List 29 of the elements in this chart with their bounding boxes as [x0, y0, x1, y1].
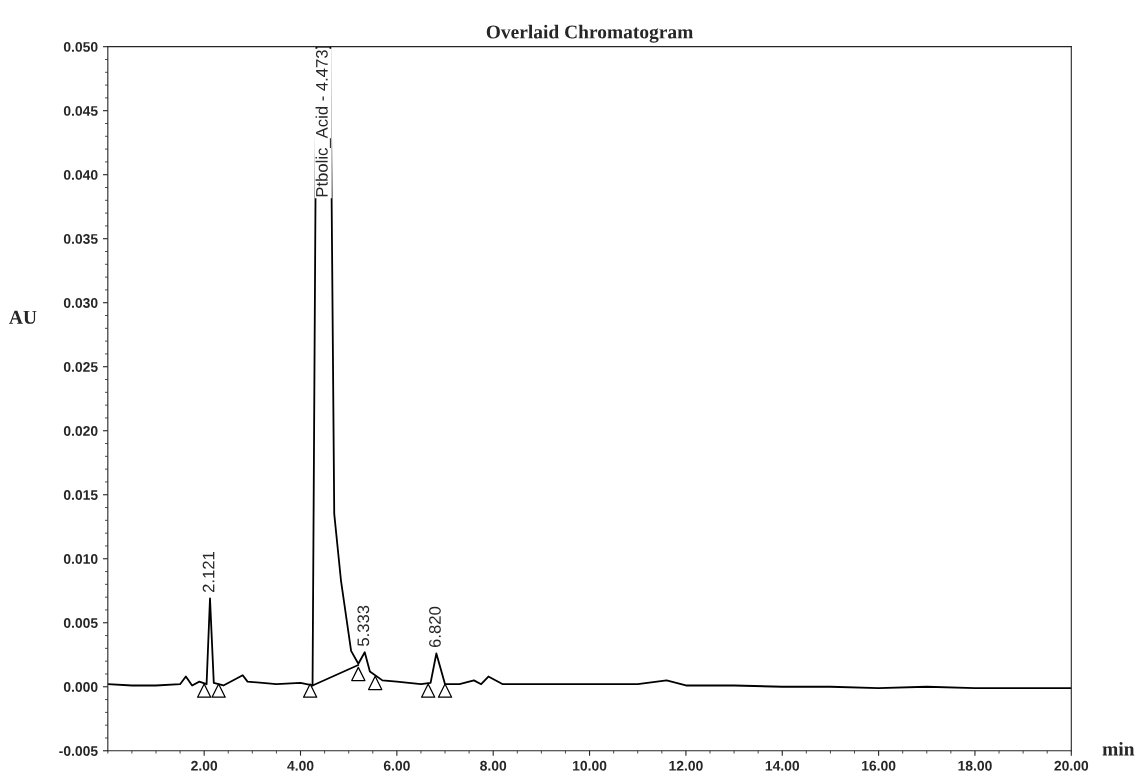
y-tick-label: 0.050 — [63, 42, 98, 52]
x-tick-label: 20.00 — [1054, 760, 1089, 771]
y-tick-label: 0.005 — [63, 618, 98, 628]
y-tick-label: 0.020 — [63, 426, 98, 436]
x-axis-title: min — [1102, 741, 1135, 756]
y-tick-label: 0.000 — [63, 682, 98, 692]
y-tick-label: 0.030 — [63, 298, 98, 308]
x-tick-label: 2.00 — [191, 760, 218, 771]
x-tick-label: 8.00 — [480, 760, 507, 771]
x-tick-label: 16.00 — [862, 760, 896, 771]
x-tick-label: 10.00 — [573, 760, 607, 771]
annotation: 6.820 — [429, 606, 441, 648]
x-tick-label: 6.00 — [383, 760, 410, 771]
annotation: 5.333 — [357, 605, 370, 646]
x-tick-label: 4.00 — [287, 760, 314, 771]
annotation: Ptbolic_Acid - 4.473 — [315, 50, 331, 197]
y-tick-label: 0.025 — [63, 362, 98, 372]
chart-title: Overlaid Chromatogram — [486, 24, 694, 43]
y-tick-label: 0.040 — [63, 170, 98, 180]
x-tick-label: 14.00 — [765, 760, 800, 771]
y-tick-label: 0.015 — [63, 490, 98, 500]
x-tick-label: 12.00 — [669, 760, 703, 771]
y-axis-title: AU — [9, 310, 37, 324]
y-tick-label: 0.045 — [63, 106, 98, 116]
x-tick-label: 18.00 — [958, 760, 992, 771]
annotation: 2.121 — [202, 551, 215, 593]
y-tick-label: 0.010 — [63, 554, 98, 564]
y-tick-label: 0.035 — [63, 234, 98, 244]
y-tick-label: -0.005 — [59, 746, 98, 756]
